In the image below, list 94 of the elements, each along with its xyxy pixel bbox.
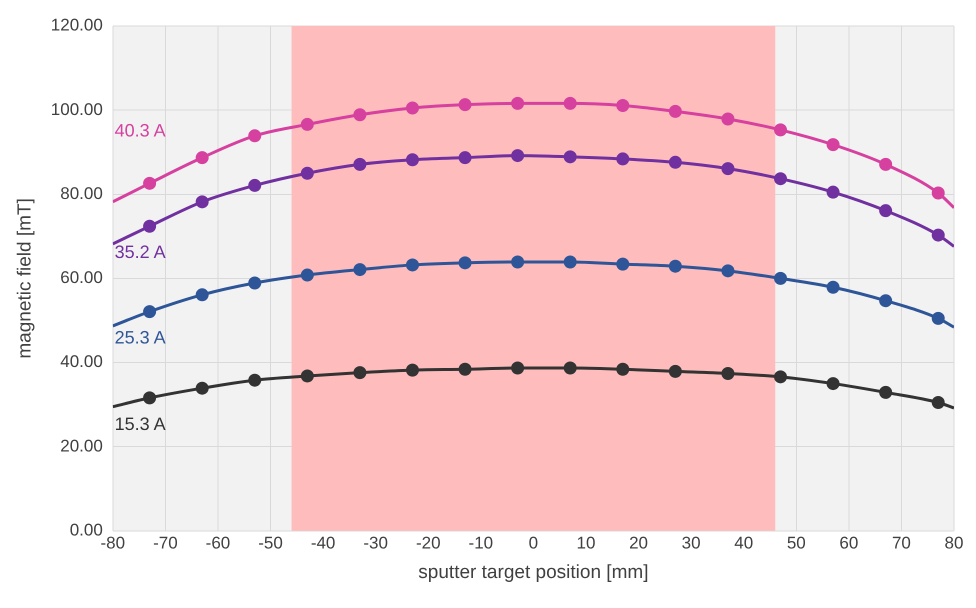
point (406, 102, 419, 115)
point (406, 258, 419, 272)
point (668, 156, 682, 169)
point (826, 377, 840, 390)
point (300, 166, 314, 180)
point (511, 255, 524, 268)
y-tick-label: 100.00 (50, 100, 103, 119)
series-label: 40.3 A (114, 120, 166, 140)
point (774, 272, 787, 285)
point (300, 118, 314, 131)
point (932, 228, 945, 242)
point (300, 268, 314, 282)
x-tick-label: -10 (468, 534, 494, 553)
point (721, 162, 734, 176)
y-tick-label: 20.00 (60, 436, 103, 456)
point (143, 391, 156, 404)
point (616, 99, 630, 112)
point (616, 258, 630, 271)
point (721, 264, 734, 278)
x-tick-label: 60 (839, 534, 858, 553)
point (564, 255, 577, 268)
point (879, 294, 892, 308)
point (774, 172, 787, 186)
point (511, 96, 524, 110)
point (511, 149, 524, 162)
point (248, 129, 262, 142)
point (143, 176, 156, 190)
point (879, 158, 892, 171)
point (826, 138, 840, 152)
x-tick-label: -80 (100, 534, 126, 553)
point (668, 104, 682, 118)
y-tick-label: 0.00 (70, 520, 103, 540)
point (458, 151, 472, 164)
y-axis-title: magnetic field [mT] (14, 198, 36, 359)
point (511, 362, 524, 374)
point (353, 108, 366, 122)
x-tick-label: 30 (682, 534, 701, 553)
point (353, 263, 366, 276)
point (248, 178, 262, 192)
point (826, 280, 840, 294)
point (143, 220, 156, 233)
point (879, 386, 892, 399)
point (300, 369, 314, 382)
point (564, 96, 577, 110)
x-tick-label: 10 (576, 534, 596, 553)
point (458, 256, 472, 270)
point (196, 382, 209, 395)
x-tick-label: -40 (310, 534, 336, 553)
x-tick-label: -60 (206, 534, 230, 553)
point (668, 260, 682, 273)
x-tick-label: 0 (528, 534, 538, 553)
x-tick-label: 80 (944, 534, 964, 553)
y-tick-label: 60.00 (60, 268, 103, 288)
point (196, 151, 209, 164)
x-tick-label: 20 (629, 534, 648, 553)
point (721, 366, 734, 380)
point (774, 370, 787, 384)
x-tick-label: -20 (416, 534, 441, 553)
point (616, 362, 630, 376)
point (143, 305, 156, 318)
point (932, 186, 945, 200)
series-label: 35.2 A (114, 242, 166, 262)
point (248, 374, 262, 387)
point (564, 150, 577, 164)
point (353, 366, 366, 380)
point (406, 364, 419, 377)
series-label: 25.3 A (114, 328, 166, 348)
point (879, 204, 892, 218)
x-tick-label: 50 (786, 534, 806, 553)
point (248, 276, 262, 290)
point (616, 152, 630, 166)
point (353, 158, 366, 171)
point (458, 98, 472, 112)
x-tick-label: -70 (153, 534, 178, 553)
point (196, 195, 209, 208)
point (932, 312, 945, 325)
y-tick-label: 40.00 (60, 352, 103, 372)
series-label: 15.3 A (114, 414, 166, 434)
x-axis-title: sputter target position [mm] (418, 562, 649, 583)
x-tick-label: -30 (363, 534, 388, 553)
point (721, 112, 734, 126)
point (406, 153, 419, 166)
point (564, 362, 577, 374)
y-tick-label: 80.00 (60, 184, 103, 203)
point (774, 123, 787, 136)
x-tick-label: 70 (892, 534, 911, 553)
point (932, 396, 945, 409)
point (196, 288, 209, 302)
point (668, 364, 682, 378)
point (826, 186, 840, 199)
x-tick-label: 40 (734, 534, 754, 553)
x-tick-label: -50 (258, 534, 283, 553)
y-tick-label: 120.00 (50, 16, 103, 35)
point (458, 362, 472, 376)
